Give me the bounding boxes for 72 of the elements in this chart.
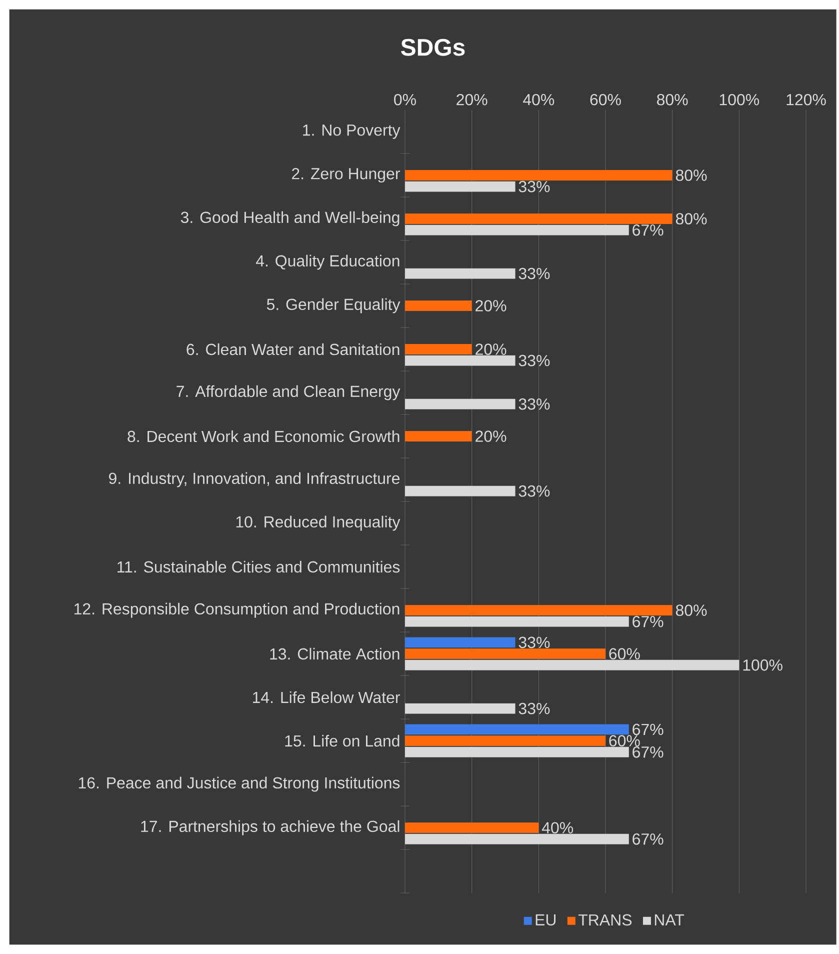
- bar: [404, 170, 672, 180]
- x-tick-label: 60%: [590, 94, 621, 106]
- data-label: 33%: [518, 702, 550, 714]
- bar: [404, 605, 672, 616]
- bar: [404, 181, 516, 192]
- y-tick-label: 4. Quality Education: [256, 254, 400, 270]
- legend-label: TRANS: [578, 914, 632, 926]
- data-label: 20%: [476, 300, 506, 312]
- x-tick-label: 20%: [456, 94, 488, 106]
- data-label: 20%: [476, 430, 506, 442]
- bar: [404, 431, 472, 442]
- y-tick-label: 15. Life on Land: [285, 734, 400, 747]
- data-label: 33%: [518, 636, 550, 648]
- data-label: 33%: [518, 485, 550, 497]
- y-tick-label: 14. Life Below Water: [252, 691, 400, 704]
- bar: [404, 300, 472, 311]
- bar: [404, 268, 516, 279]
- data-label: 67%: [632, 833, 664, 845]
- x-tick-label: 80%: [657, 94, 688, 106]
- y-tick-label: 12. Responsible Consumption and Production: [74, 602, 400, 618]
- data-label: 67%: [632, 746, 664, 758]
- data-label: 80%: [676, 170, 707, 181]
- y-tick-label: 16. Peace and Justice and Strong Institutions: [78, 776, 400, 792]
- bar: [404, 637, 516, 648]
- data-label: 33%: [518, 268, 550, 280]
- bar: [404, 834, 629, 844]
- data-label: 100%: [743, 659, 782, 671]
- y-tick-label: 1. No Poverty: [303, 124, 400, 139]
- x-tick-label: 0%: [394, 94, 416, 106]
- x-tick-label: 40%: [523, 94, 554, 106]
- data-label: 80%: [676, 213, 707, 224]
- y-tick-label: 2. Zero Hunger: [292, 168, 400, 183]
- x-tick-label: 120%: [786, 94, 826, 106]
- y-tick-label: 7. Affordable and Clean Energy: [176, 385, 400, 400]
- data-label: 33%: [518, 398, 550, 410]
- data-label: 67%: [632, 724, 664, 736]
- data-label: 33%: [518, 354, 550, 366]
- y-tick-label: 3. Good Health and Well-being: [180, 211, 400, 226]
- y-tick-label: 6. Clean Water and Sanitation: [186, 343, 400, 356]
- bar: [404, 344, 472, 354]
- data-label: 60%: [609, 735, 640, 746]
- y-tick-label: 17. Partnerships to achieve the Goal: [141, 820, 400, 836]
- data-label: 33%: [518, 180, 550, 192]
- bar: [404, 660, 740, 670]
- bar: [404, 398, 516, 410]
- bar: [404, 616, 629, 627]
- bar: [404, 224, 629, 236]
- legend-label: NAT: [654, 914, 684, 926]
- y-tick-label: 5. Gender Equality: [266, 298, 400, 314]
- y-tick-label: 8. Decent Work and Economic Growth: [128, 430, 400, 442]
- bar: [404, 724, 629, 735]
- bar: [404, 648, 606, 659]
- bar: [404, 214, 672, 224]
- y-tick-label: 11. Sustainable Cities and Communities: [118, 560, 400, 573]
- bar: [404, 486, 516, 496]
- bar: [404, 746, 629, 758]
- data-label: 40%: [542, 822, 574, 834]
- y-tick-label: 13. Climate Action: [270, 648, 400, 660]
- data-label: 80%: [676, 604, 707, 616]
- data-label: 67%: [632, 224, 664, 236]
- bar: [404, 736, 606, 746]
- y-tick-label: 9. Industry, Innovation, and Infrastructure: [109, 472, 400, 488]
- bar: [404, 703, 516, 714]
- y-tick-label: 10. Reduced Inequality: [236, 516, 400, 531]
- bar: [404, 822, 539, 833]
- x-tick-label: 100%: [720, 94, 760, 106]
- chart-title: SDGs: [401, 38, 465, 56]
- data-label: 20%: [476, 344, 506, 355]
- bar: [404, 355, 516, 366]
- data-label: 67%: [632, 616, 664, 628]
- data-label: 60%: [609, 648, 640, 660]
- legend-label: EU: [536, 914, 556, 926]
